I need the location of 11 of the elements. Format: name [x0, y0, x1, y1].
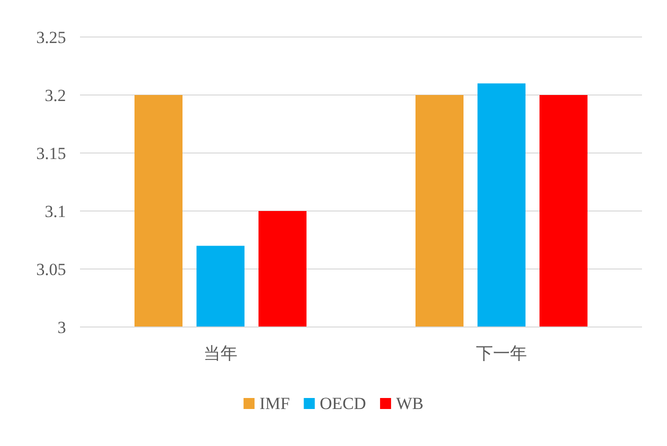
legend-label: WB [396, 394, 424, 413]
y-tick-label: 3 [58, 318, 66, 337]
legend-label: OECD [320, 394, 366, 413]
legend-label: IMF [260, 394, 290, 413]
x-tick-label: 当年 [204, 344, 238, 363]
y-tick-label: 3.25 [36, 28, 66, 47]
y-tick-label: 3.15 [36, 144, 66, 163]
y-tick-label: 3.1 [44, 202, 66, 221]
x-tick-label: 下一年 [476, 344, 527, 363]
y-tick-label: 3.05 [36, 260, 66, 279]
y-tick-label: 3.2 [44, 86, 66, 105]
